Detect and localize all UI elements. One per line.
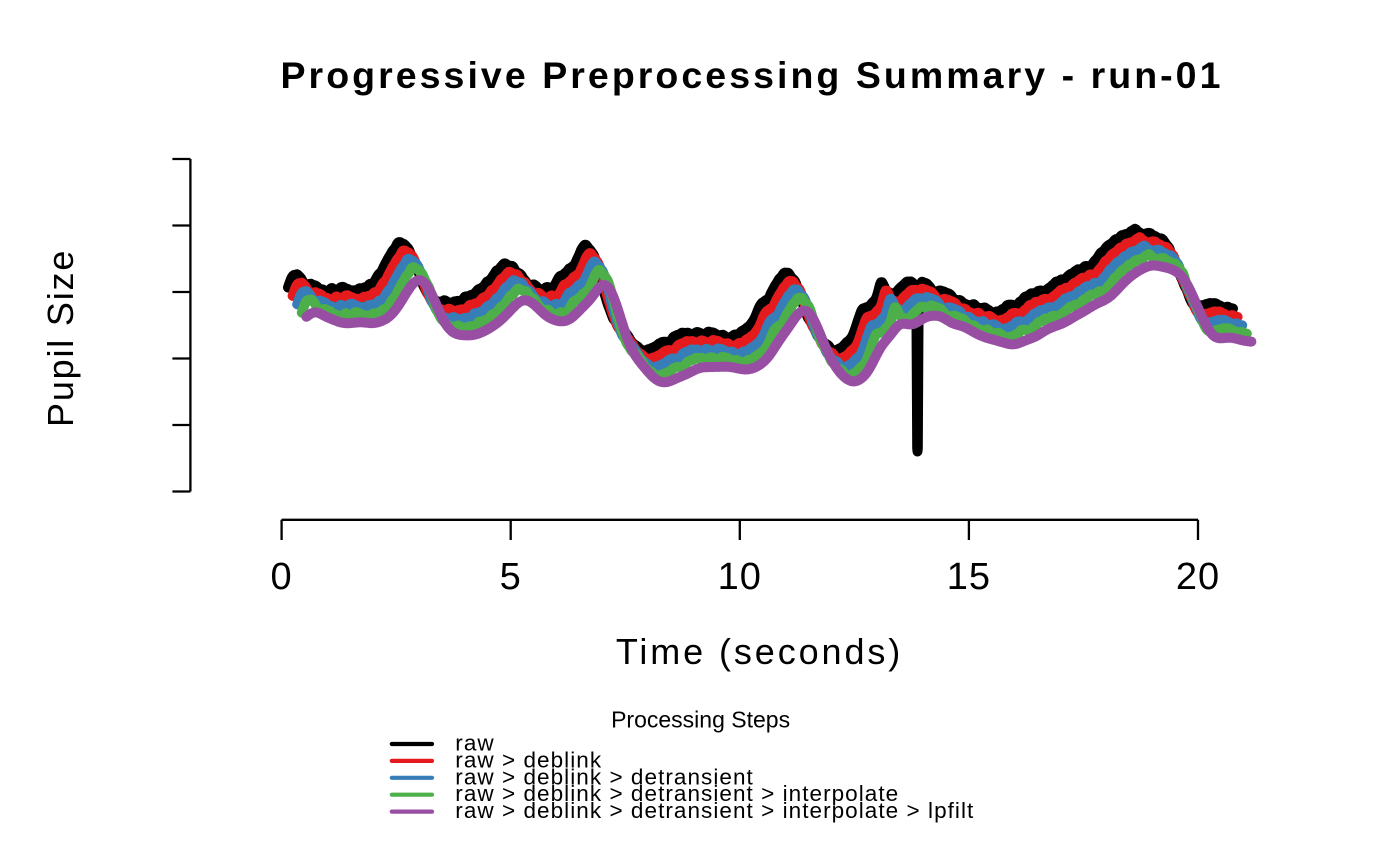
svg-text:raw > deblink > detransient >: raw > deblink > detransient > interpolat… [455, 781, 899, 806]
svg-text:raw > deblink > detransient: raw > deblink > detransient [455, 764, 754, 789]
svg-text:Processing Steps: Processing Steps [611, 707, 790, 733]
svg-text:Time (seconds): Time (seconds) [616, 631, 903, 672]
svg-text:raw: raw [455, 731, 494, 756]
svg-text:10: 10 [718, 556, 762, 598]
svg-text:5: 5 [500, 556, 522, 598]
svg-text:15: 15 [947, 556, 991, 598]
svg-text:20: 20 [1176, 556, 1220, 598]
svg-text:raw > deblink: raw > deblink [455, 747, 602, 772]
svg-text:0: 0 [271, 556, 293, 598]
svg-text:Pupil Size: Pupil Size [40, 249, 81, 427]
svg-text:Progressive Preprocessing Summ: Progressive Preprocessing Summary - run-… [280, 54, 1223, 96]
svg-text:raw > deblink > detransient >: raw > deblink > detransient > interpolat… [455, 798, 974, 823]
